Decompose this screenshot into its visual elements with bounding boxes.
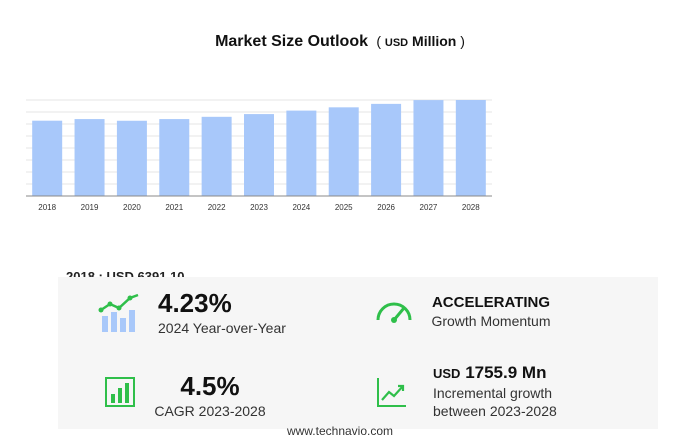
x-tick-label: 2027 xyxy=(420,203,438,212)
cagr-value: 4.5% xyxy=(180,371,240,401)
x-tick-label: 2025 xyxy=(335,203,353,212)
title-text: Market Size Outlook xyxy=(215,33,368,50)
yoy-value: 4.23% xyxy=(158,288,232,318)
x-tick-label: 2022 xyxy=(208,203,226,212)
kpi-panel xyxy=(58,277,658,429)
bar-2020 xyxy=(116,120,147,196)
x-tick-label: 2019 xyxy=(81,203,99,212)
x-tick-label: 2028 xyxy=(462,203,480,212)
x-tick-label: 2021 xyxy=(165,203,183,212)
bar-2019 xyxy=(74,119,105,196)
incremental-label-2: between 2023-2028 xyxy=(433,403,557,419)
title-unit: ( USD Million ) xyxy=(372,33,465,49)
x-tick-label: 2023 xyxy=(250,203,268,212)
growth-chart-icon xyxy=(98,293,139,332)
yoy-kpi: 4.23% 2024 Year-over-Year xyxy=(158,288,286,337)
x-tick-label: 2024 xyxy=(292,203,310,212)
bar-2028 xyxy=(455,100,486,196)
bar-2026 xyxy=(371,103,402,196)
yoy-label: 2024 Year-over-Year xyxy=(158,320,286,336)
incremental-unit: USD xyxy=(433,366,461,381)
incremental-label-1: Incremental growth xyxy=(433,385,553,401)
bar-2027 xyxy=(413,100,444,196)
x-tick-label: 2018 xyxy=(38,203,56,212)
bar-chart-icon xyxy=(105,377,135,407)
bar-2023 xyxy=(244,114,274,196)
momentum-value: ACCELERATING xyxy=(431,294,551,311)
chart-title: Market Size Outlook ( USD Million ) xyxy=(0,33,680,51)
cagr-label: CAGR 2023-2028 xyxy=(154,403,266,419)
bar-chart: 2018 2019 2020 2021 2022 2023 2024 2025 2026 2027… xyxy=(26,99,492,212)
bar-2018 xyxy=(32,120,63,196)
incremental-value: 1755.9 Mn xyxy=(465,363,547,382)
bar-2022 xyxy=(201,116,232,196)
momentum-kpi: ACCELERATING Growth Momentum xyxy=(426,294,556,330)
speedometer-icon xyxy=(376,302,412,323)
source-footer: www.technavio.com xyxy=(286,424,394,438)
incremental-kpi: USD 1755.9 Mn Incremental growth between… xyxy=(433,363,557,420)
cagr-kpi: 4.5% CAGR 2023-2028 xyxy=(150,371,270,420)
x-tick-label: 2026 xyxy=(377,203,395,212)
x-tick-label: 2020 xyxy=(123,203,141,212)
bar-2024 xyxy=(286,110,317,196)
bar-2021 xyxy=(159,119,190,196)
momentum-label: Growth Momentum xyxy=(431,313,551,329)
trend-up-icon xyxy=(377,378,406,407)
bar-2025 xyxy=(328,107,359,196)
